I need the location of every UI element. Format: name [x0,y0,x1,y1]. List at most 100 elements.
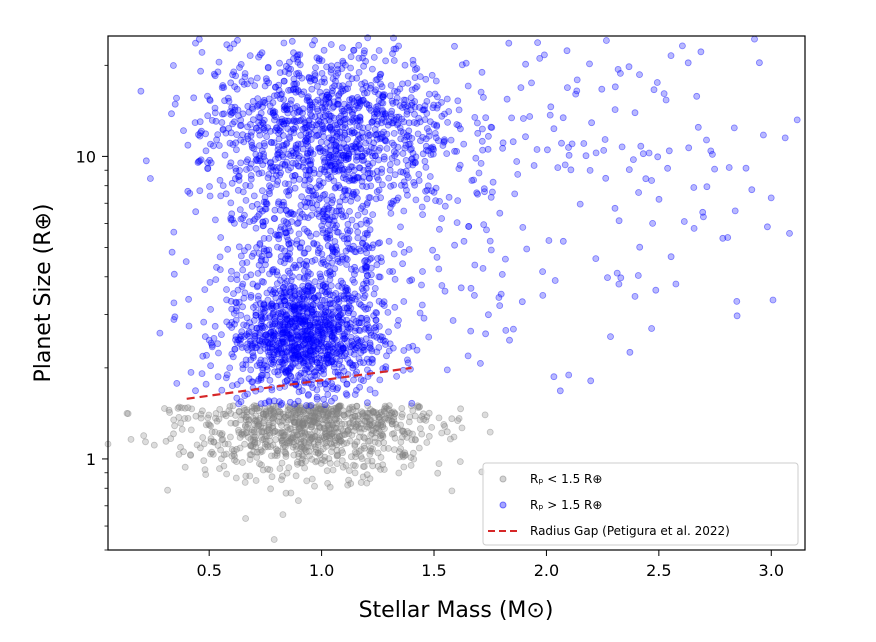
large-planet-point [207,140,214,148]
small-planet-point [279,439,286,447]
large-planet-point [213,136,221,144]
large-planet-point [352,188,360,196]
small-planet-point [286,438,294,446]
large-planet-point [556,387,564,395]
small-planet-point [161,405,168,412]
small-planet-point [244,420,252,428]
small-planet-point [300,407,308,415]
large-planet-point [533,146,541,153]
small-planet-point [309,409,317,417]
large-planet-point [321,380,329,388]
small-planet-point [325,455,333,463]
small-planet-point [407,454,415,461]
small-planet-point [278,429,286,437]
small-planet-point [345,476,353,484]
large-planet-point [226,139,234,147]
large-planet-point [550,373,558,381]
large-planet-point [275,235,283,243]
large-planet-point [429,143,437,151]
large-planet-point [317,138,325,146]
large-planet-point [228,210,236,218]
large-planet-point [353,148,361,156]
small-planet-point [350,427,358,435]
large-planet-point [611,83,619,91]
large-planet-point [327,41,335,48]
large-planet-point [388,200,396,208]
small-planet-point [311,443,319,451]
large-planet-point [261,127,269,134]
large-planet-point [603,37,610,44]
large-planet-point [239,266,247,274]
small-planet-point [399,450,407,458]
small-planet-point [325,424,333,432]
small-planet-point [232,411,239,419]
large-planet-point [694,123,702,131]
large-planet-point [308,346,316,354]
small-planet-point [204,414,212,422]
large-planet-point [397,223,404,231]
large-planet-point [304,157,312,165]
large-planet-point [436,197,443,205]
large-planet-point [467,327,475,335]
large-planet-point [313,241,321,249]
large-planet-point [276,59,283,67]
large-planet-point [329,104,336,112]
large-planet-point [364,160,372,168]
large-planet-point [241,289,249,297]
small-planet-point [298,427,306,435]
small-planet-point [440,421,448,428]
large-planet-point [195,158,203,165]
small-planet-point [250,420,258,428]
small-planet-point [388,430,396,438]
large-planet-point [360,89,368,97]
large-planet-point [170,316,178,323]
small-planet-point [314,449,322,457]
small-planet-point [443,428,451,436]
large-planet-point [418,281,425,289]
large-planet-point [215,142,223,149]
small-planet-point [265,420,273,427]
large-planet-point [357,319,365,327]
small-planet-point [310,415,318,423]
large-planet-point [626,348,634,356]
small-planet-point [295,423,303,431]
large-planet-point [428,71,436,79]
large-planet-point [310,166,318,174]
large-planet-point [207,305,215,313]
large-planet-point [218,119,226,126]
small-planet-point [250,448,258,456]
large-planet-point [508,114,516,122]
large-planet-point [243,322,251,330]
small-planet-point [361,434,369,442]
small-planet-point [401,451,409,459]
small-planet-point [377,432,384,440]
small-planet-point [398,433,406,441]
large-planet-point [240,211,248,219]
large-planet-point [269,290,277,298]
small-planet-point [332,437,339,445]
large-planet-point [326,296,334,304]
small-planet-point [262,437,270,445]
small-planet-point [353,402,361,410]
small-planet-point [326,415,333,423]
large-planet-point [355,69,363,76]
large-planet-point [400,298,408,305]
large-planet-point [226,108,234,115]
small-planet-point [360,442,368,450]
small-planet-point [295,419,303,426]
large-planet-point [390,129,398,137]
large-planet-point [397,135,405,143]
large-planet-point [730,124,738,132]
small-planet-point [250,428,258,436]
small-planet-point [315,434,323,442]
small-planet-point [329,407,337,415]
small-planet-point [226,433,234,441]
large-planet-point [294,331,302,339]
small-planet-point [315,405,322,413]
large-planet-point [378,169,386,176]
large-planet-point [252,156,260,164]
large-planet-point [320,370,328,378]
large-planet-point [388,139,396,147]
large-planet-point [244,390,251,398]
large-planet-point [458,61,466,69]
